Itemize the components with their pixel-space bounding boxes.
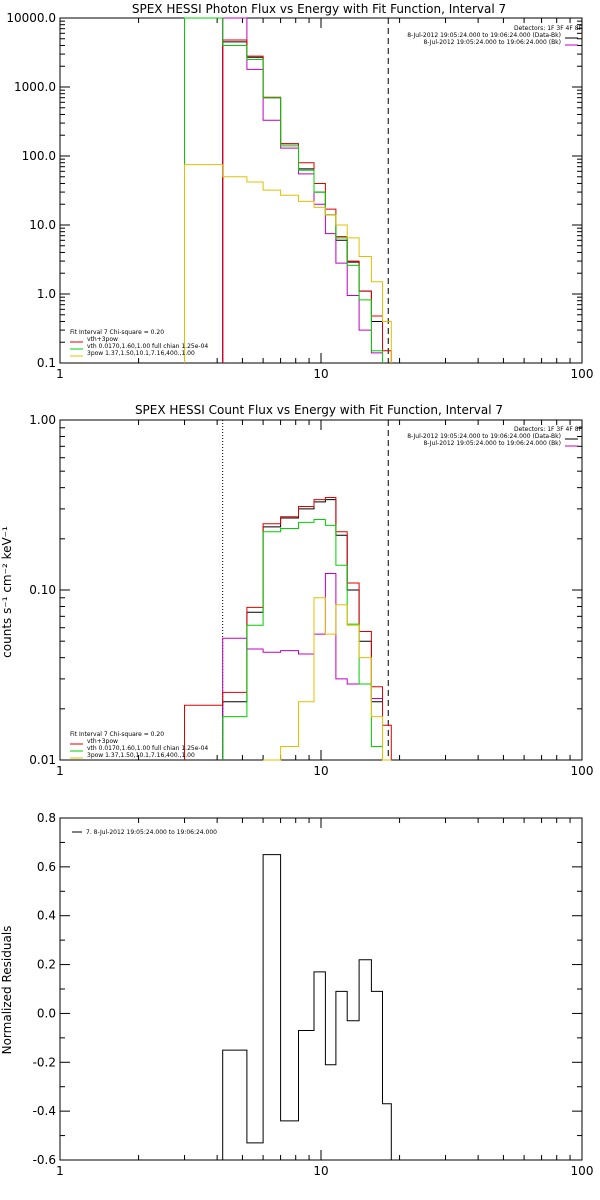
count-legend-header: Detectors: 1F 3F 4F 8F (514, 426, 583, 433)
count-series-yellow (263, 597, 392, 761)
photon-x-tick-label: 100 (571, 367, 594, 381)
photon-flux-panel: SPEX HESSI Photon Flux vs Energy with Fi… (6, 2, 593, 381)
photon-legend-bottom: Fit Interval 7 Chi-square = 0.20 vth+3po… (70, 329, 208, 357)
count-fit-entry-vth: vth 0.0170,1.60,1.00 full chian 1.25e-04 (87, 745, 208, 752)
count-legend-entry-data-bk: 8-Jul-2012 19:05:24.000 to 19:06:24.000 … (407, 433, 561, 440)
residuals-y-tick-label: 0.4 (37, 909, 56, 923)
photon-y-tick-label: 10000.0 (6, 11, 56, 25)
residuals-legend-entry: 7. 8-Jul-2012 19:05:24.000 to 19:06:24.0… (86, 829, 217, 836)
photon-fit-header: Fit Interval 7 Chi-square = 0.20 (70, 329, 164, 336)
count-series-green (222, 519, 383, 760)
residuals-series-residuals (222, 854, 392, 1160)
photon-series-group (184, 17, 392, 363)
photon-y-tick-label: 10.0 (29, 218, 56, 232)
photon-series-magenta (222, 17, 383, 363)
photon-series-green (184, 17, 383, 363)
photon-legend-entry-bk: 8-Jul-2012 19:05:24.000 to 19:06:24.000 … (423, 39, 561, 46)
photon-axes: 1 10 100 0.1 1.0 10.0 100.0 1000.0 10000.0 (6, 11, 593, 381)
count-y-tick-label: 1.00 (29, 413, 56, 427)
count-series-black (222, 499, 383, 760)
residuals-y-tick-label: 0.6 (37, 860, 56, 874)
count-y-tick-label: 0.10 (29, 583, 56, 597)
photon-y-tick-label: 1000.0 (14, 80, 56, 94)
residuals-y-tick-label: 0.8 (37, 811, 56, 825)
photon-legend-header: Detectors: 1F 3F 4F 8F (514, 25, 583, 32)
count-chart-title: SPEX HESSI Count Flux vs Energy with Fit… (135, 403, 503, 417)
count-axes: 1 10 100 0.01 0.10 1.00 (29, 413, 593, 778)
photon-legend-entry-data-bk: 8-Jul-2012 19:05:24.000 to 19:06:24.000 … (407, 32, 561, 39)
residuals-panel: Normalized Residuals 1 10 100 -0.6 -0.4 -0.2 0… (0, 811, 593, 1178)
photon-x-tick-label: 1 (56, 367, 64, 381)
count-x-tick-label: 100 (571, 764, 594, 778)
count-ylabel: counts s⁻¹ cm⁻² keV⁻¹ (0, 526, 14, 658)
photon-x-tick-label: 10 (313, 367, 328, 381)
photon-series-yellow (184, 164, 392, 363)
residuals-x-tick-label: 100 (571, 1164, 594, 1178)
count-flux-panel: SPEX HESSI Count Flux vs Energy with Fit… (0, 403, 593, 778)
count-fit-entry-3pow: 3pow 1.37,1.50,10.1,7.16,400.,1.00 (87, 752, 195, 759)
count-legend-top: Detectors: 1F 3F 4F 8F 8-Jul-2012 19:05:… (407, 426, 582, 447)
residuals-y-tick-label: -0.4 (33, 1104, 56, 1118)
count-legend-entry-bk: 8-Jul-2012 19:05:24.000 to 19:06:24.000 … (423, 440, 561, 447)
residuals-legend: 7. 8-Jul-2012 19:05:24.000 to 19:06:24.0… (72, 829, 217, 836)
count-x-tick-label: 10 (313, 764, 328, 778)
count-fit-entry-vth-3pow: vth+3pow (87, 738, 118, 745)
residuals-y-tick-label: -0.6 (33, 1153, 56, 1167)
count-fit-header: Fit Interval 7 Chi-square = 0.20 (70, 731, 164, 738)
photon-y-tick-label: 1.0 (37, 287, 56, 301)
photon-fit-entry-3pow: 3pow 1.37,1.50,10.1,7.16,400.,1.00 (87, 350, 195, 357)
photon-legend-top: Detectors: 1F 3F 4F 8F 8-Jul-2012 19:05:… (407, 25, 582, 46)
photon-chart-title: SPEX HESSI Photon Flux vs Energy with Fi… (132, 2, 506, 16)
photon-fit-entry-vth-3pow: vth+3pow (87, 336, 118, 343)
photon-y-tick-label: 0.1 (37, 356, 56, 370)
count-legend-bottom: Fit Interval 7 Chi-square = 0.20 vth+3po… (70, 731, 208, 759)
count-y-tick-label: 0.01 (29, 753, 56, 767)
residuals-x-tick-label: 10 (313, 1164, 328, 1178)
count-series-group (184, 420, 392, 761)
residuals-ylabel: Normalized Residuals (0, 926, 14, 1055)
photon-y-tick-label: 100.0 (22, 149, 56, 163)
residuals-axes: 1 10 100 -0.6 -0.4 -0.2 0.0 0.2 0.4 0.6 0.8 (33, 811, 594, 1178)
residuals-series-group (222, 854, 392, 1160)
residuals-y-tick-label: 0.2 (37, 958, 56, 972)
residuals-y-tick-label: 0.0 (37, 1006, 56, 1020)
count-x-tick-label: 1 (56, 764, 64, 778)
residuals-x-tick-label: 1 (56, 1164, 64, 1178)
residuals-y-tick-label: -0.2 (33, 1055, 56, 1069)
photon-fit-entry-vth: vth 0.0170,1.60,1.00 full chian 1.25e-04 (87, 343, 208, 350)
